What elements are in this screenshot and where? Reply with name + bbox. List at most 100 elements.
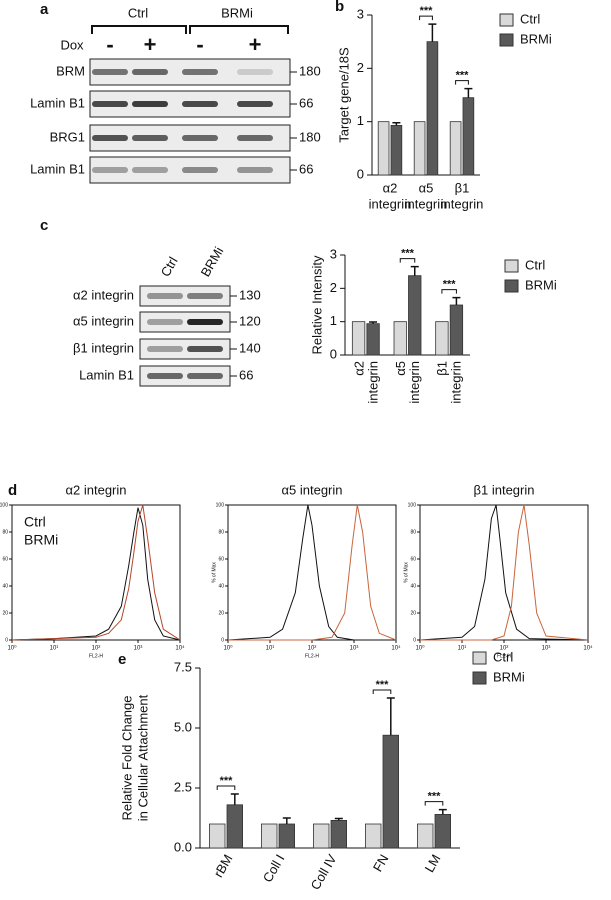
x-tick-label: 10² <box>92 646 101 652</box>
significance: *** <box>443 279 457 291</box>
legend-label: BRMi <box>525 277 557 292</box>
x-tick-label: 10⁴ <box>175 645 185 652</box>
y-tick-label: 0 <box>221 637 224 643</box>
row-label: Lamin B1 <box>30 161 85 176</box>
row-label: Lamin B1 <box>79 367 134 382</box>
blot-band <box>92 69 128 75</box>
error-bar <box>464 87 473 98</box>
x-tick-label: β1 <box>455 180 470 195</box>
y-tick-label: 3 <box>330 246 337 261</box>
x-axis-label: FL2-H <box>305 653 319 659</box>
x-tick-label: 10⁴ <box>391 645 401 652</box>
significance: *** <box>401 248 415 260</box>
bar <box>366 323 380 356</box>
y-tick-label: 60 <box>410 556 416 562</box>
y-tick-label: 3 <box>357 6 364 21</box>
y-tick-label: 20 <box>218 610 224 616</box>
size-label: 140 <box>239 340 261 355</box>
y-tick-label: 1 <box>357 113 364 128</box>
legend-label: BRMi <box>493 669 525 684</box>
x-tick-label: Coll IV <box>307 851 339 892</box>
y-tick-label: 40 <box>2 583 8 589</box>
treatment-label: Dox <box>60 37 84 52</box>
blot-band <box>132 135 168 141</box>
bar <box>312 823 330 849</box>
bar <box>364 823 382 849</box>
y-tick-label: 2.5 <box>174 779 192 794</box>
x-tick-label: 10¹ <box>266 646 275 652</box>
y-tick-label: 40 <box>218 583 224 589</box>
bar <box>408 275 422 356</box>
lane-sign: - <box>196 32 203 57</box>
blot-band <box>237 167 273 173</box>
x-tick-label: integrin <box>407 361 422 404</box>
significance: *** <box>420 5 434 17</box>
legend-label: BRMi <box>520 31 552 46</box>
row-label: α5 integrin <box>73 313 134 328</box>
blot-band <box>187 373 223 379</box>
y-tick-label: 80 <box>410 529 416 535</box>
bar <box>449 304 464 356</box>
bar <box>351 321 366 356</box>
panel-label: a <box>40 1 49 18</box>
blot-band <box>187 319 223 325</box>
blot-band <box>182 69 218 75</box>
legend-swatch <box>472 671 487 685</box>
x-tick-label: 10³ <box>542 646 551 652</box>
legend-swatch <box>504 279 519 293</box>
group-bracket <box>91 25 289 34</box>
lane-sign: + <box>144 32 157 57</box>
legend-swatch <box>499 33 514 47</box>
blot-band <box>147 293 183 299</box>
panel-label: c <box>40 217 48 234</box>
legend-label: Ctrl <box>520 11 540 26</box>
lane-label: BRMi <box>198 244 227 279</box>
size-label: 120 <box>239 313 261 328</box>
error-bar <box>386 697 395 736</box>
error-bar <box>334 817 343 821</box>
error-bar <box>410 265 419 276</box>
x-tick-label: integrin <box>441 196 484 211</box>
x-tick-label: 10⁰ <box>7 645 17 652</box>
blot-band <box>182 135 218 141</box>
error-bar <box>369 321 378 324</box>
y-tick-label: 2 <box>330 280 337 295</box>
x-axis-label: FL2-H <box>497 653 511 659</box>
legend-label: BRMi <box>24 532 58 548</box>
x-tick-label: 10⁴ <box>583 645 593 652</box>
panel-label: d <box>8 482 17 499</box>
histogram-line <box>11 504 181 641</box>
x-tick-label: α5 <box>393 361 408 376</box>
bar <box>434 814 452 849</box>
bar <box>208 823 226 849</box>
panel-label: e <box>118 651 126 668</box>
x-tick-label: α2 <box>351 361 366 376</box>
row-label: Lamin B1 <box>30 95 85 110</box>
bar <box>382 734 400 849</box>
lane-sign: + <box>249 32 262 57</box>
y-tick-label: 0 <box>330 346 337 361</box>
histogram-line <box>11 507 181 641</box>
blot-band <box>237 101 273 107</box>
chart-title: α5 integrin <box>282 482 343 497</box>
y-tick-label: 20 <box>2 610 8 616</box>
row-label: α2 integrin <box>73 287 134 302</box>
y-tick-label: 80 <box>2 529 8 535</box>
significance: *** <box>220 775 234 787</box>
lane-label: Ctrl <box>158 254 181 279</box>
blot-band <box>92 135 128 141</box>
error-bar <box>438 808 447 815</box>
legend-swatch <box>499 13 514 27</box>
x-tick-label: 10³ <box>134 646 143 652</box>
blot-band <box>182 167 218 173</box>
panel-label: b <box>335 0 344 15</box>
x-tick-label: integrin <box>369 196 412 211</box>
bar <box>226 804 244 849</box>
x-tick-label: integrin <box>365 361 380 404</box>
x-tick-label: integrin <box>449 361 464 404</box>
blot-band <box>147 319 183 325</box>
y-tick-label: 100 <box>216 502 225 508</box>
y-tick-label: 0 <box>357 166 364 181</box>
y-tick-label: 7.5 <box>174 659 192 674</box>
